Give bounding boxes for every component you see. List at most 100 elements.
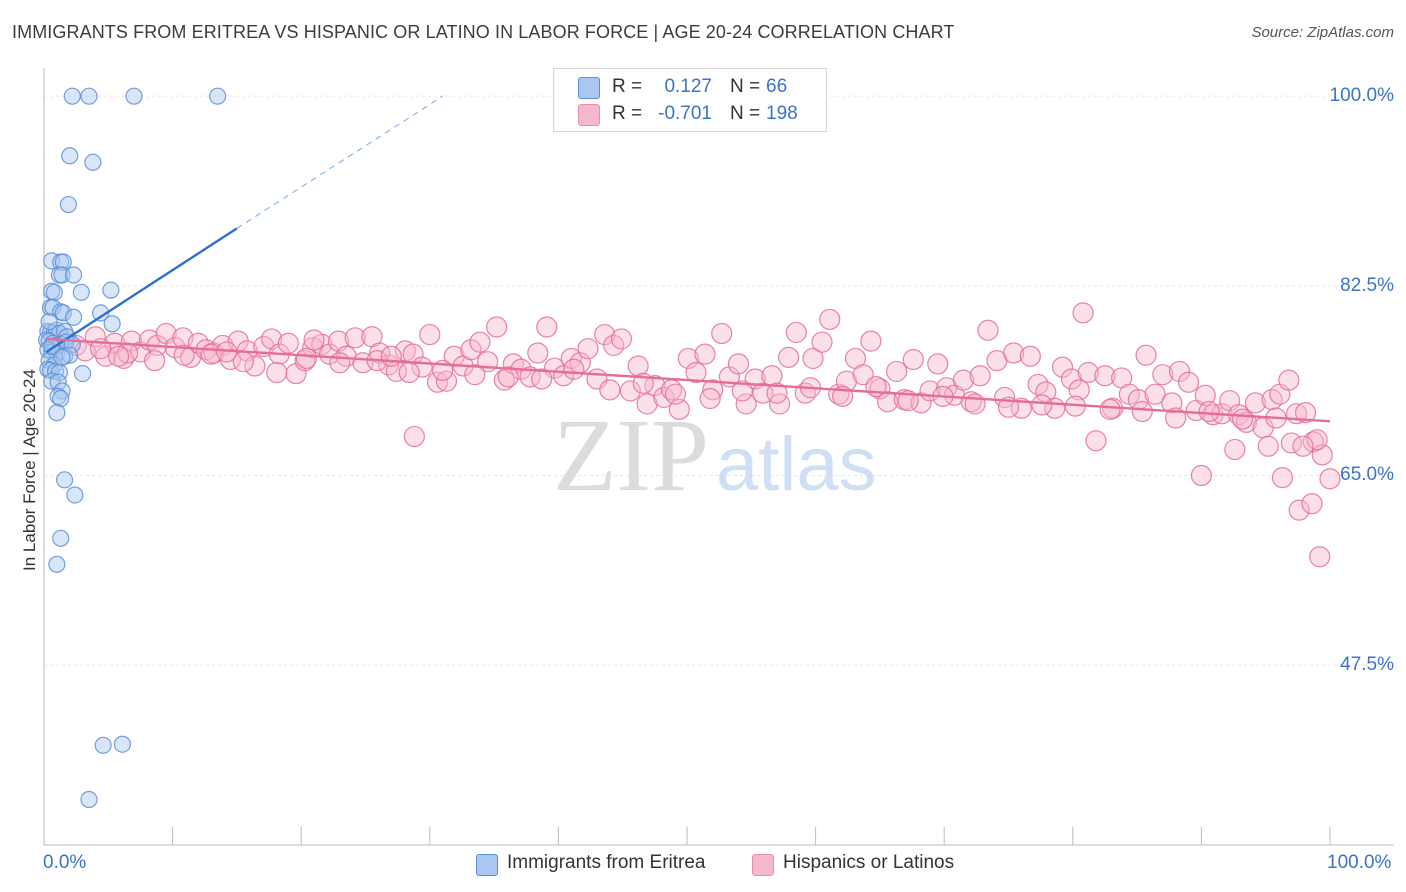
legend-swatch-eritrea (476, 854, 498, 876)
hispanic-point (173, 344, 195, 366)
eritrea-point (52, 529, 70, 547)
stats-swatch-hispanic (578, 104, 600, 126)
hispanic-point (902, 348, 924, 371)
eritrea-point (80, 790, 98, 809)
hispanic-point (577, 338, 599, 360)
hispanic-point (1135, 344, 1157, 366)
hispanic-point (1294, 402, 1317, 424)
stats-box: R = 0.127 N = 66 R = -0.701 N = 198 (553, 68, 827, 132)
eritrea-trend-line (45, 227, 238, 353)
trend-lines (45, 95, 1331, 423)
hispanic-point (1224, 438, 1246, 461)
hispanic-point (952, 369, 975, 391)
legend: Immigrants from Eritrea Hispanics or Lat… (0, 850, 1406, 880)
eritrea-point (73, 364, 92, 383)
hispanic-point (1131, 400, 1153, 423)
hispanic-point (1198, 400, 1220, 423)
hispanic-point (731, 380, 753, 402)
eritrea-point (94, 736, 112, 754)
hispanic-point (1019, 345, 1041, 367)
hispanic-point (419, 323, 441, 346)
hispanic-point (1244, 392, 1267, 414)
hispanic-point (120, 330, 143, 352)
hispanic-point (277, 332, 299, 354)
hispanic-point (785, 321, 807, 344)
hispanic-point (1099, 398, 1121, 420)
hispanic-point (1168, 360, 1191, 383)
eritrea-point (125, 87, 143, 105)
hispanic-point (1031, 394, 1053, 416)
hispanic-point (1051, 356, 1074, 378)
hispanic-point (610, 328, 633, 350)
hispanic-point (527, 342, 549, 364)
n-label: N = (730, 76, 761, 97)
hispanic-point (303, 329, 325, 351)
chart-title: IMMIGRANTS FROM ERITREA VS HISPANIC OR L… (12, 22, 955, 42)
hispanic-point (403, 425, 425, 448)
hispanic-point (685, 361, 707, 384)
stats-row-eritrea: R = 0.127 N = 66 (554, 74, 826, 100)
y-tick-label: 65.0% (1340, 464, 1394, 486)
eritrea-point (63, 87, 81, 105)
hispanic-point (143, 349, 166, 372)
hispanic-point (1309, 546, 1331, 568)
n-value: 66 (766, 76, 788, 97)
blue-points (37, 87, 227, 809)
r-value: 0.127 (664, 76, 712, 97)
watermark-atlas: atlas (716, 422, 877, 507)
hispanic-point (735, 393, 757, 415)
n-label: N = (730, 103, 761, 124)
eritrea-point (54, 304, 72, 322)
hispanic-point (497, 366, 519, 388)
r-value: -0.701 (658, 103, 712, 124)
hispanic-point (1306, 429, 1328, 451)
n-value: 198 (766, 103, 798, 124)
hispanic-point (594, 323, 616, 346)
hispanic-point (464, 364, 486, 386)
hispanic-point (927, 353, 949, 375)
y-tick-label: 47.5% (1340, 654, 1394, 676)
hispanic-point (599, 379, 621, 401)
hispanic-point (1231, 408, 1254, 430)
eritrea-point (40, 312, 58, 331)
hispanic-point (1278, 369, 1300, 391)
hispanic-point (1072, 302, 1094, 324)
hispanic-point (426, 371, 449, 393)
hispanic-point (344, 327, 366, 349)
hispanic-point (460, 339, 482, 361)
r-label: R = (612, 76, 643, 97)
watermark: ZIP atlas (553, 398, 877, 513)
hispanic-point (531, 368, 553, 390)
hispanic-point (1271, 467, 1294, 489)
eritrea-point (52, 389, 70, 408)
eritrea-point (72, 283, 90, 301)
eritrea-point (209, 87, 227, 105)
hispanic-point (969, 365, 991, 387)
hispanic-point (1190, 464, 1213, 487)
legend-label-hispanic: Hispanics or Latinos (783, 852, 955, 873)
hispanic-point (1194, 384, 1216, 406)
eritrea-point (102, 281, 120, 299)
hispanic-point (398, 361, 420, 384)
hispanic-point (1301, 493, 1323, 515)
hispanic-point (699, 387, 721, 410)
hispanic-point (711, 322, 733, 345)
hispanic-point (819, 308, 841, 331)
hispanic-point (997, 396, 1020, 418)
hispanic-point (563, 358, 585, 380)
hispanic-point (1094, 365, 1116, 387)
hispanic-point (694, 343, 716, 365)
x-tick-label-max: 100.0% (1327, 852, 1392, 873)
hispanic-point (1085, 430, 1107, 452)
hispanic-point (619, 380, 642, 402)
hispanic-point (244, 355, 266, 377)
hispanic-point (1003, 342, 1025, 364)
eritrea-point (48, 555, 66, 573)
y-axis-label: In Labor Force | Age 20-24 (20, 369, 39, 571)
hispanic-point (977, 319, 999, 341)
hispanic-point (1027, 373, 1049, 396)
hispanic-trend-line (46, 337, 1331, 423)
eritrea-point (49, 373, 67, 391)
y-tick-label: 82.5% (1340, 274, 1394, 296)
